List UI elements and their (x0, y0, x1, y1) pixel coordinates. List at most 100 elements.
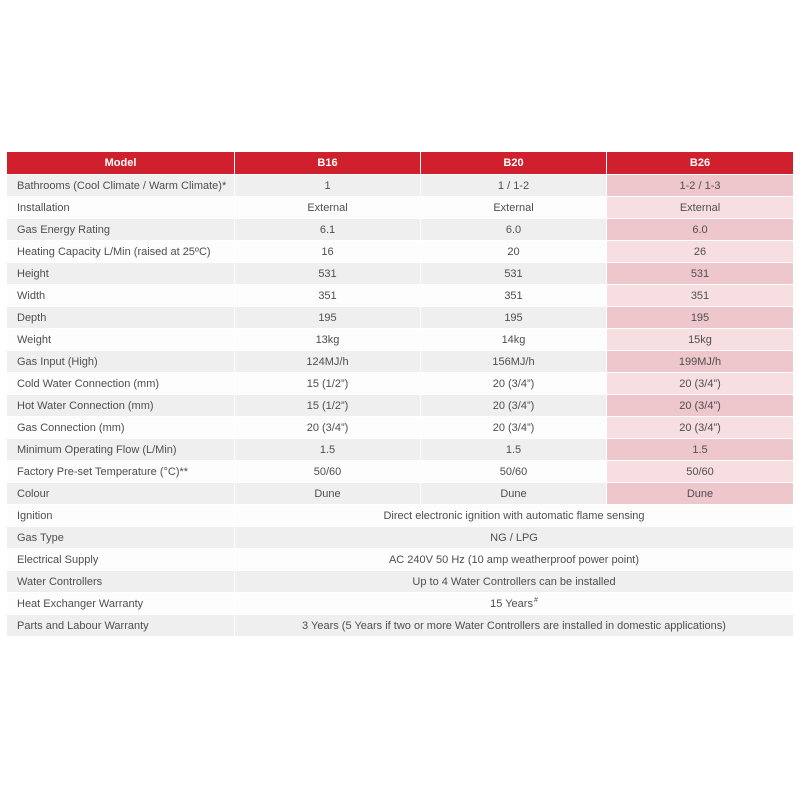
cell-b20: 531 (421, 263, 607, 284)
table-row: Factory Pre-set Temperature (°C)** 50/60 5… (7, 461, 793, 483)
cell-b16: 50/60 (235, 461, 421, 482)
cell-b26: Dune (607, 483, 793, 504)
cell-b26: 351 (607, 285, 793, 306)
cell-b16: 531 (235, 263, 421, 284)
span-rows: Ignition Direct electronic ignition with … (7, 505, 793, 637)
spec-rows: Bathrooms (Cool Climate / Warm Climate)*… (7, 175, 793, 505)
cell-b16: 1.5 (235, 439, 421, 460)
row-label: Depth (7, 307, 235, 328)
cell-b20: 50/60 (421, 461, 607, 482)
row-span-value: 15 Years # (235, 593, 793, 614)
cell-b26: 15kg (607, 329, 793, 350)
cell-b16: 351 (235, 285, 421, 306)
row-label: Height (7, 263, 235, 284)
row-label: Electrical Supply (7, 549, 235, 570)
row-label: Minimum Operating Flow (L/Min) (7, 439, 235, 460)
row-label: Factory Pre-set Temperature (°C)** (7, 461, 235, 482)
cell-b20: 20 (3/4”) (421, 395, 607, 416)
cell-b20: 6.0 (421, 219, 607, 240)
table-row: Gas Input (High) 124MJ/h 156MJ/h 199MJ/h (7, 351, 793, 373)
cell-b20: 156MJ/h (421, 351, 607, 372)
cell-b26: 195 (607, 307, 793, 328)
cell-b20: 351 (421, 285, 607, 306)
row-label: Parts and Labour Warranty (7, 615, 235, 636)
product-spec-table: Model B16 B20 B26 Bathrooms (Cool Climat… (7, 152, 793, 637)
cell-b26: External (607, 197, 793, 218)
row-label: Bathrooms (Cool Climate / Warm Climate)* (7, 175, 235, 196)
table-row: Heating Capacity L/Min (raised at 25ºC) 1… (7, 241, 793, 263)
table-row: Weight 13kg 14kg 15kg (7, 329, 793, 351)
table-header-row: Model B16 B20 B26 (7, 152, 793, 175)
cell-b20: 20 (421, 241, 607, 262)
cell-b26: 20 (3/4”) (607, 373, 793, 394)
cell-b16: 13kg (235, 329, 421, 350)
table-row: Hot Water Connection (mm) 15 (1/2”) 20 (3/… (7, 395, 793, 417)
table-row: Installation External External External (7, 197, 793, 219)
table-row: Water Controllers Up to 4 Water Controlle… (7, 571, 793, 593)
cell-b20: 1 / 1-2 (421, 175, 607, 196)
cell-b20: 20 (3/4”) (421, 417, 607, 438)
table-row: Ignition Direct electronic ignition with … (7, 505, 793, 527)
row-span-value: 3 Years (5 Years if two or more Water Co… (235, 615, 793, 636)
row-span-value: AC 240V 50 Hz (10 amp weatherproof power… (235, 549, 793, 570)
cell-b16: 16 (235, 241, 421, 262)
row-label: Gas Connection (mm) (7, 417, 235, 438)
table-row: Cold Water Connection (mm) 15 (1/2”) 20 (3… (7, 373, 793, 395)
row-label: Width (7, 285, 235, 306)
table-row: Width 351 351 351 (7, 285, 793, 307)
table-row: Gas Type NG / LPG (7, 527, 793, 549)
table-row: Parts and Labour Warranty 3 Years (5 Year… (7, 615, 793, 637)
row-label: Gas Energy Rating (7, 219, 235, 240)
cell-b26: 6.0 (607, 219, 793, 240)
cell-b16: Dune (235, 483, 421, 504)
cell-b20: Dune (421, 483, 607, 504)
cell-b26: 1-2 / 1-3 (607, 175, 793, 196)
row-label: Gas Input (High) (7, 351, 235, 372)
cell-b26: 20 (3/4”) (607, 395, 793, 416)
cell-b26: 50/60 (607, 461, 793, 482)
table-row: Gas Energy Rating 6.1 6.0 6.0 (7, 219, 793, 241)
cell-b16: 195 (235, 307, 421, 328)
table-row: Electrical Supply AC 240V 50 Hz (10 amp w… (7, 549, 793, 571)
table-row: Minimum Operating Flow (L/Min) 1.5 1.5 1.5 (7, 439, 793, 461)
cell-b16: 15 (1/2”) (235, 373, 421, 394)
cell-b16: 6.1 (235, 219, 421, 240)
row-label: Weight (7, 329, 235, 350)
table-row: Depth 195 195 195 (7, 307, 793, 329)
cell-b20: 1.5 (421, 439, 607, 460)
cell-b16: 124MJ/h (235, 351, 421, 372)
table-row: Height 531 531 531 (7, 263, 793, 285)
cell-b26: 20 (3/4”) (607, 417, 793, 438)
cell-b16: 15 (1/2”) (235, 395, 421, 416)
header-model: Model (7, 152, 235, 174)
cell-b26: 531 (607, 263, 793, 284)
cell-b26: 1.5 (607, 439, 793, 460)
row-label: Water Controllers (7, 571, 235, 592)
cell-b16: 20 (3/4”) (235, 417, 421, 438)
row-label: Colour (7, 483, 235, 504)
cell-b16: External (235, 197, 421, 218)
row-label: Gas Type (7, 527, 235, 548)
cell-b20: 14kg (421, 329, 607, 350)
row-label: Heat Exchanger Warranty (7, 593, 235, 614)
row-label: Heating Capacity L/Min (raised at 25ºC) (7, 241, 235, 262)
header-b26: B26 (607, 152, 793, 174)
cell-b26: 199MJ/h (607, 351, 793, 372)
row-label: Ignition (7, 505, 235, 526)
row-label: Installation (7, 197, 235, 218)
row-label: Hot Water Connection (mm) (7, 395, 235, 416)
header-b16: B16 (235, 152, 421, 174)
cell-b20: External (421, 197, 607, 218)
row-span-value: NG / LPG (235, 527, 793, 548)
cell-b20: 195 (421, 307, 607, 328)
row-label: Cold Water Connection (mm) (7, 373, 235, 394)
header-b20: B20 (421, 152, 607, 174)
cell-b26: 26 (607, 241, 793, 262)
table-row: Bathrooms (Cool Climate / Warm Climate)*… (7, 175, 793, 197)
cell-b20: 20 (3/4”) (421, 373, 607, 394)
row-span-value: Up to 4 Water Controllers can be install… (235, 571, 793, 592)
row-span-value: Direct electronic ignition with automati… (235, 505, 793, 526)
cell-b16: 1 (235, 175, 421, 196)
table-row: Colour Dune Dune Dune (7, 483, 793, 505)
table-row: Heat Exchanger Warranty 15 Years # (7, 593, 793, 615)
